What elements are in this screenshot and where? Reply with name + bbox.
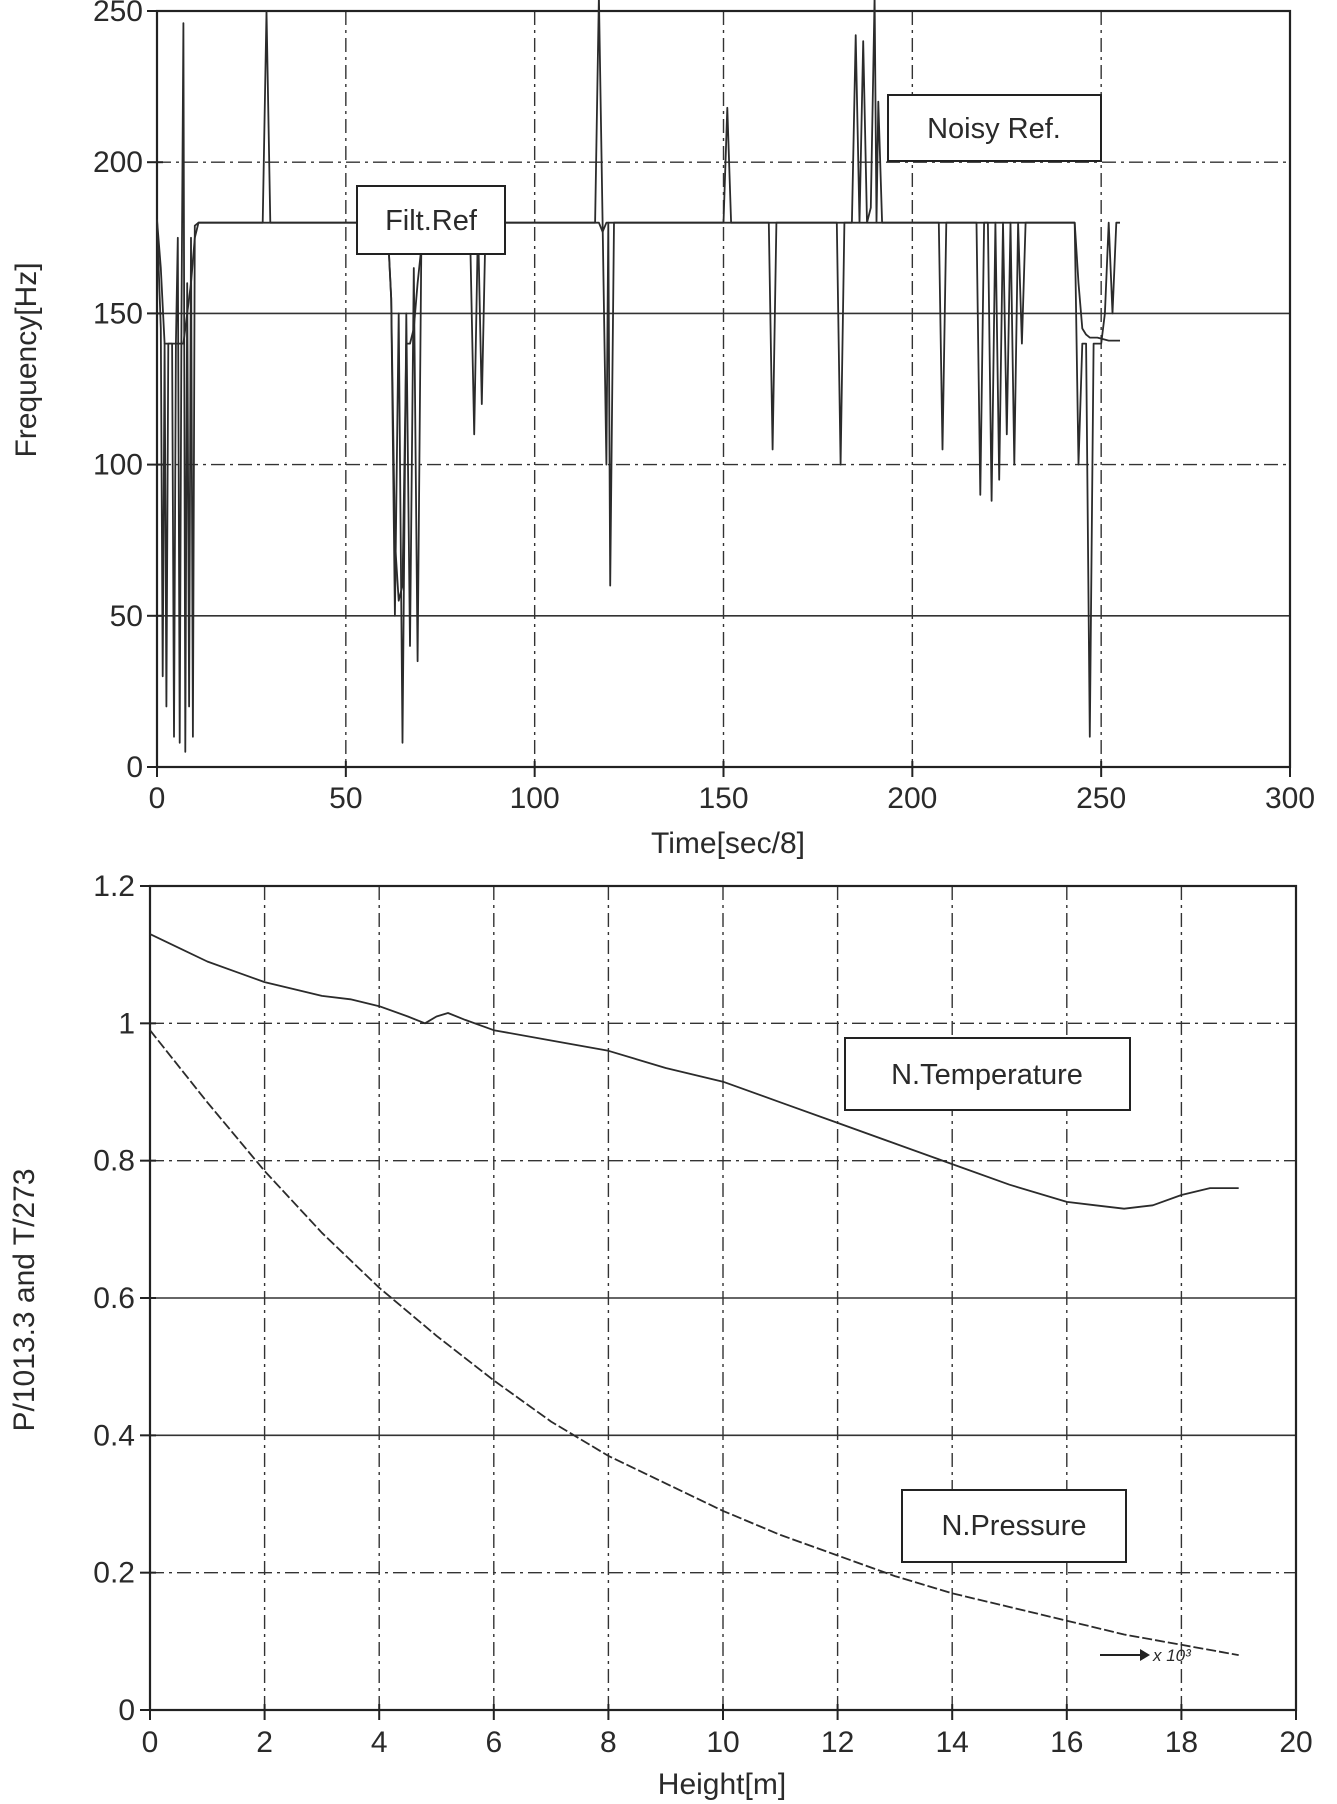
x-tick-label: 2 xyxy=(256,1726,273,1759)
x-tick-label: 150 xyxy=(698,782,748,815)
annotation-label: N.Temperature xyxy=(891,1059,1083,1091)
annotation-noisy-ref: Noisy Ref. xyxy=(887,94,1102,162)
axis-ticks: 0 50 100 150 200 250 0 50 100 150 200 250 300 xyxy=(93,0,1315,815)
annotation-n-pressure: N.Pressure xyxy=(901,1489,1127,1563)
y-tick-label: 150 xyxy=(93,297,143,330)
x-tick-label: 200 xyxy=(887,782,937,815)
y-axis-title: Frequency[Hz] xyxy=(10,262,43,457)
x-tick-label: 0 xyxy=(149,782,166,815)
grid-lines xyxy=(150,886,1296,1710)
x-tick-label: 10 xyxy=(706,1726,739,1759)
x-axis-title: Height[m] xyxy=(658,1768,786,1801)
annotation-filt-ref: Filt.Ref xyxy=(356,185,506,255)
y-tick-label: 0.8 xyxy=(93,1145,135,1178)
x-tick-label: 0 xyxy=(142,1726,159,1759)
annotation-box xyxy=(901,1489,1127,1563)
annotation-label: Filt.Ref xyxy=(385,205,478,237)
grid-lines xyxy=(157,11,1290,767)
axis-ticks: 0 0.2 0.4 0.6 0.8 1 1.2 0 2 4 6 8 10 12 14 16 18 20 xyxy=(93,870,1312,1759)
series-line-2 xyxy=(156,219,1120,602)
x-tick-label: 300 xyxy=(1265,782,1315,815)
x-tick-label: 12 xyxy=(821,1726,854,1759)
x-tick-label: 250 xyxy=(1076,782,1126,815)
frequency-chart: 0 50 100 150 200 250 0 50 100 150 200 250 300 Noisy … xyxy=(10,0,1315,860)
pressure-temperature-chart: 0 0.2 0.4 0.6 0.8 1 1.2 0 2 4 6 8 10 12 14 16 18 20 N.Tem… xyxy=(8,870,1313,1801)
annotation-label: Noisy Ref. xyxy=(927,113,1061,145)
x-axis-title: Time[sec/8] xyxy=(651,827,805,860)
y-tick-label: 0 xyxy=(118,1694,135,1727)
series-group xyxy=(156,0,1120,753)
annotation-box xyxy=(844,1037,1131,1111)
y-tick-label: 100 xyxy=(93,449,143,482)
arrow-icon xyxy=(1140,1649,1150,1661)
y-tick-label: 0.6 xyxy=(93,1282,135,1315)
annotation-box xyxy=(887,94,1102,162)
y-tick-label: 0 xyxy=(126,751,143,784)
annotation-n-temperature: N.Temperature xyxy=(844,1037,1131,1111)
series-line-1 xyxy=(156,0,1120,753)
y-tick-label: 0.4 xyxy=(93,1419,135,1452)
y-tick-label: 50 xyxy=(110,600,143,633)
series-line-1 xyxy=(149,933,1239,1210)
series-group xyxy=(149,933,1239,1656)
x-multiplier-label: x 10³ xyxy=(1152,1646,1192,1665)
x-tick-label: 16 xyxy=(1050,1726,1083,1759)
x-tick-label: 14 xyxy=(936,1726,969,1759)
y-tick-label: 1.2 xyxy=(93,870,135,903)
y-axis-title: P/1013.3 and T/273 xyxy=(8,1169,41,1432)
y-tick-label: 250 xyxy=(93,0,143,28)
annotation-label: N.Pressure xyxy=(941,1510,1086,1542)
y-tick-label: 200 xyxy=(93,146,143,179)
x-tick-label: 8 xyxy=(600,1726,617,1759)
x-tick-label: 18 xyxy=(1165,1726,1198,1759)
x-tick-label: 6 xyxy=(485,1726,502,1759)
y-tick-label: 0.2 xyxy=(93,1557,135,1590)
x-tick-label: 4 xyxy=(371,1726,388,1759)
x-tick-label: 100 xyxy=(510,782,560,815)
x-tick-label: 50 xyxy=(329,782,362,815)
annotation-box xyxy=(356,185,506,255)
x-tick-label: 20 xyxy=(1279,1726,1312,1759)
series-line-2 xyxy=(149,1029,1239,1656)
y-tick-label: 1 xyxy=(118,1007,135,1040)
x-multiplier-note: x 10³ xyxy=(1100,1646,1192,1665)
